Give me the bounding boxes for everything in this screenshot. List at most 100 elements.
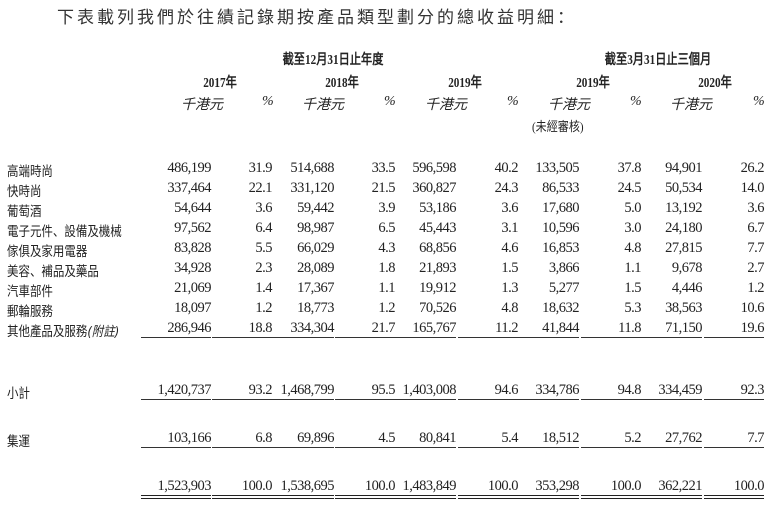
row-label-text: 集運 xyxy=(7,434,30,450)
unaudited-note: (未經審核) xyxy=(532,119,584,134)
percent-cell: 3.6 xyxy=(255,200,272,216)
row-label-text: 郵輪服務 xyxy=(7,304,53,320)
year-header-2019: 2019年 xyxy=(448,76,482,91)
percent-cell: 4.5 xyxy=(335,430,396,448)
year-header-2019-q1: 2019年 xyxy=(576,76,610,91)
row-label: 郵輪服務 xyxy=(7,300,53,320)
percent-cell: 1.3 xyxy=(501,280,518,296)
row-label-text: 小計 xyxy=(7,386,30,402)
amount-cell: 1,468,799 xyxy=(264,382,335,400)
row-label: 集運 xyxy=(7,430,30,450)
amount-cell: 10,596 xyxy=(542,220,579,236)
subtotal-row: 小計 1,420,737 93.2 1,468,799 95.5 1,403,008 94.… xyxy=(0,382,778,402)
percent-cell: 3.6 xyxy=(501,200,518,216)
percent-cell: 100.0 xyxy=(212,478,273,499)
amount-cell: 103,166 xyxy=(141,430,212,448)
percent-cell: 3.9 xyxy=(378,200,395,216)
percent-cell: 100.0 xyxy=(704,478,765,499)
year-header-2018: 2018年 xyxy=(325,76,359,91)
row-label: 傢俱及家用電器 xyxy=(7,240,87,260)
amount-cell: 362,221 xyxy=(632,478,703,499)
percent-cell: 1.5 xyxy=(501,260,518,276)
percent-cell: 40.2 xyxy=(494,160,519,176)
period-header-annual: 截至12月31日止年度 xyxy=(282,53,384,68)
percent-cell: 100.0 xyxy=(458,478,519,499)
percent-cell: 37.8 xyxy=(617,160,642,176)
percent-cell: 21.5 xyxy=(371,180,396,196)
amount-cell: 54,644 xyxy=(174,200,211,216)
row-label: 美容、補品及藥品 xyxy=(7,260,99,280)
unit-pct-2019: % xyxy=(507,94,519,109)
row-label: 快時尚 xyxy=(7,180,41,200)
percent-cell: 22.1 xyxy=(248,180,273,196)
amount-cell: 50,534 xyxy=(665,180,702,196)
row-label: 葡萄酒 xyxy=(7,200,41,220)
year-header-2020-q1: 2020年 xyxy=(698,76,732,91)
amount-cell: 334,786 xyxy=(509,382,580,400)
amount-cell: 19,912 xyxy=(419,280,456,296)
year-header-2017: 2017年 xyxy=(203,76,237,91)
table-row: 傢俱及家用電器 83,828 5.5 66,029 4.3 68,856 4.6 16,853… xyxy=(0,240,778,260)
percent-cell: 33.5 xyxy=(371,160,396,176)
percent-cell: 1.1 xyxy=(624,260,641,276)
amount-cell: 24,180 xyxy=(665,220,702,236)
percent-cell: 94.8 xyxy=(581,382,642,400)
amount-cell: 71,150 xyxy=(632,320,703,338)
table-row: 快時尚 337,464 22.1 331,120 21.5 360,827 24.3 86,5… xyxy=(0,180,778,200)
row-label: 小計 xyxy=(7,382,30,402)
percent-cell: 4.3 xyxy=(378,240,395,256)
amount-cell: 17,680 xyxy=(542,200,579,216)
percent-cell: 6.4 xyxy=(255,220,272,236)
row-label: 電子元件、設備及機械 xyxy=(7,220,122,240)
percent-cell: 4.8 xyxy=(624,240,641,256)
amount-cell: 3,866 xyxy=(548,260,580,276)
percent-cell: 5.3 xyxy=(624,300,641,316)
amount-cell: 45,443 xyxy=(419,220,456,236)
amount-cell: 4,446 xyxy=(671,280,703,296)
amount-cell: 334,304 xyxy=(264,320,335,338)
amount-cell: 1,420,737 xyxy=(141,382,212,400)
amount-cell: 13,192 xyxy=(665,200,702,216)
row-label-note: (附註) xyxy=(87,324,120,340)
percent-cell: 11.8 xyxy=(581,320,642,338)
row-label-text: 汽車部件 xyxy=(7,284,53,300)
amount-cell: 18,773 xyxy=(297,300,334,316)
percent-cell: 2.7 xyxy=(747,260,764,276)
percent-cell: 100.0 xyxy=(335,478,396,499)
percent-cell: 3.0 xyxy=(624,220,641,236)
amount-cell: 18,512 xyxy=(509,430,580,448)
unit-hkd-2020-q1: 千港元 xyxy=(670,98,712,113)
percent-cell: 1.1 xyxy=(378,280,395,296)
amount-cell: 596,598 xyxy=(412,160,456,176)
amount-cell: 18,097 xyxy=(174,300,211,316)
amount-cell: 83,828 xyxy=(174,240,211,256)
amount-cell: 21,069 xyxy=(174,280,211,296)
row-label: 其他產品及服務(附註) xyxy=(7,320,119,340)
table-row: 美容、補品及藥品 34,928 2.3 28,089 1.8 21,893 1.5 3,866… xyxy=(0,260,778,280)
row-label-text: 美容、補品及藥品 xyxy=(7,264,99,280)
table-row: 葡萄酒 54,644 3.6 59,442 3.9 53,186 3.6 17,680 5.0 1… xyxy=(0,200,778,220)
intro-text: 下表載列我們於往績記錄期按產品類型劃分的總收益明細： xyxy=(57,8,577,28)
amount-cell: 53,186 xyxy=(419,200,456,216)
percent-cell: 1.8 xyxy=(378,260,395,276)
amount-cell: 165,767 xyxy=(386,320,457,338)
amount-cell: 514,688 xyxy=(290,160,334,176)
percent-cell: 24.5 xyxy=(617,180,642,196)
table-row: 電子元件、設備及機械 97,562 6.4 98,987 6.5 45,443 3.1 10,… xyxy=(0,220,778,240)
percent-cell: 95.5 xyxy=(335,382,396,400)
percent-cell: 10.6 xyxy=(740,300,765,316)
percent-cell: 21.7 xyxy=(335,320,396,338)
period-header-quarter: 截至3月31日止三個月 xyxy=(604,53,712,68)
amount-cell: 66,029 xyxy=(297,240,334,256)
unit-pct-2018: % xyxy=(384,94,396,109)
percent-cell: 5.4 xyxy=(458,430,519,448)
amount-cell: 68,856 xyxy=(419,240,456,256)
amount-cell: 27,815 xyxy=(665,240,702,256)
amount-cell: 18,632 xyxy=(542,300,579,316)
unit-hkd-2019: 千港元 xyxy=(425,98,467,113)
percent-cell: 3.6 xyxy=(747,200,764,216)
row-label-text: 傢俱及家用電器 xyxy=(7,244,88,260)
percent-cell: 31.9 xyxy=(248,160,273,176)
amount-cell: 286,946 xyxy=(141,320,212,338)
amount-cell: 34,928 xyxy=(174,260,211,276)
